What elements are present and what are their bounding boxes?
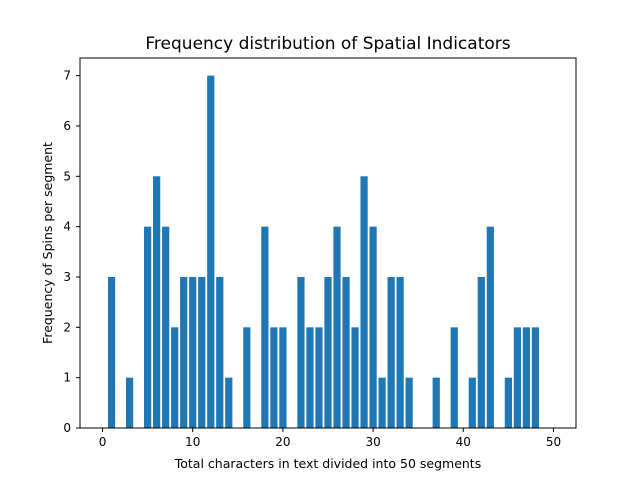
x-tick-label: 0 [99,435,107,449]
x-axis-ticks: 0 10 20 30 40 50 [99,428,561,449]
bar-segment-24 [315,327,323,428]
bar-segment-3 [125,377,134,428]
bar-segment-19 [270,327,278,428]
bar-segment-42 [477,276,485,428]
bar-segment-39 [450,327,458,428]
bar-segment-25 [324,276,332,428]
y-tick-label: 6 [63,119,71,133]
bar-segment-20 [279,327,287,428]
x-tick-label: 10 [185,435,200,449]
bar-segment-7 [162,226,170,428]
y-tick-label: 5 [63,169,71,183]
bar-segment-37 [432,377,440,428]
bar-segment-32 [387,276,395,428]
bar-segment-47 [522,327,531,428]
bar-segment-30 [369,226,377,428]
bar-segment-23 [306,327,314,428]
y-tick-label: 3 [63,270,71,284]
bar-segment-16 [243,327,251,428]
bar-segment-46 [513,327,521,428]
bar-segment-27 [342,276,350,428]
chart-title: Frequency distribution of Spatial Indica… [145,34,510,54]
bar-segment-31 [378,377,386,428]
bar-segment-26 [333,226,341,428]
y-tick-label: 2 [63,320,71,334]
bar-segment-13 [216,276,224,428]
y-axis-label: Frequency of Spins per segment [40,142,55,344]
bar-segment-11 [198,276,206,428]
bar-segment-6 [153,176,161,428]
x-tick-label: 40 [456,435,471,449]
bar-segment-34 [405,377,413,428]
bar-segment-43 [486,226,494,428]
bar-segment-33 [396,276,404,428]
bar-segment-5 [144,226,152,428]
bar-segment-8 [171,327,179,428]
bar-segment-48 [531,327,540,428]
y-axis-ticks: 0 1 2 3 4 5 6 7 [63,69,80,435]
y-tick-label: 4 [63,220,71,234]
bar-segment-1 [107,276,116,428]
y-tick-label: 0 [63,421,71,435]
x-tick-label: 20 [275,435,290,449]
y-tick-label: 7 [63,69,71,83]
plot-frame [79,57,577,429]
bar-segment-22 [297,276,305,428]
x-axis-label: Total characters in text divided into 50… [174,456,481,471]
bar-segment-45 [504,377,512,428]
bar-segment-18 [261,226,269,428]
x-tick-label: 30 [365,435,380,449]
bar-segment-29 [360,176,368,428]
bar-segment-14 [225,377,233,428]
x-tick-label: 50 [546,435,561,449]
bar-segment-41 [468,377,476,428]
bars-group [107,75,540,428]
bar-segment-28 [351,327,359,428]
bar-segment-9 [180,276,188,428]
bar-segment-10 [189,276,197,428]
y-tick-label: 1 [63,371,71,385]
bar-segment-12 [207,75,215,428]
